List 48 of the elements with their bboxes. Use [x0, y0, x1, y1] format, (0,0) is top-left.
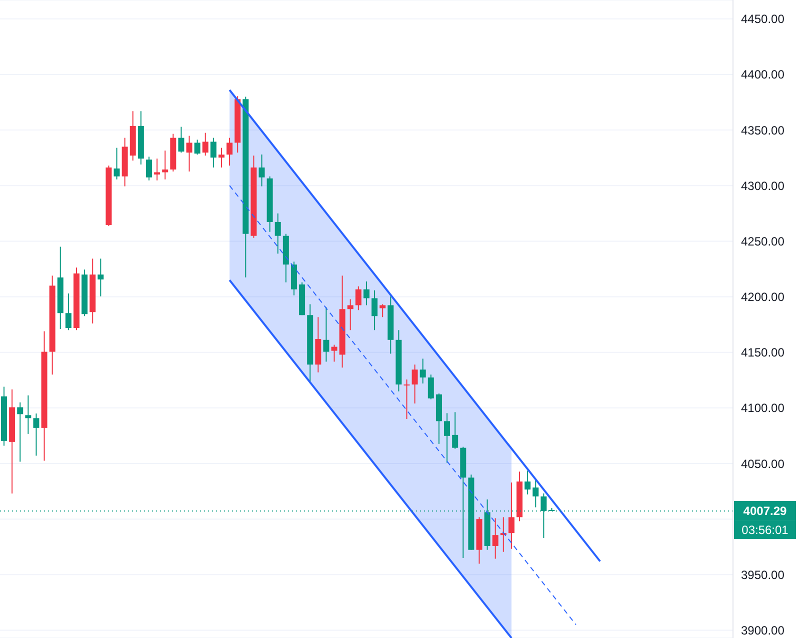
y-tick-label: 3950.00 [741, 568, 785, 582]
candlestick [380, 304, 386, 318]
y-tick-label: 3900.00 [741, 623, 785, 638]
y-tick-label: 4050.00 [741, 456, 785, 471]
y-tick-label: 4400.00 [741, 68, 785, 82]
candlestick [258, 154, 265, 187]
candlestick [274, 212, 281, 254]
candlestick [323, 306, 330, 362]
y-tick-label: 4350.00 [741, 123, 785, 138]
candlestick [452, 412, 458, 450]
candlestick [412, 364, 418, 404]
y-tick-label: 4250.00 [741, 234, 785, 248]
y-tick-label: 4200.00 [741, 290, 785, 304]
text: 03:56:01 [742, 522, 789, 537]
candlestick [33, 412, 40, 456]
candlestick [17, 402, 24, 462]
candlestick [347, 298, 354, 331]
candlestick [226, 137, 233, 166]
y-tick-label: 4300.00 [741, 178, 785, 193]
candlestick [444, 412, 450, 464]
candlestick [65, 292, 72, 331]
y-tick-label: 4150.00 [741, 346, 785, 360]
candlestick [355, 286, 362, 311]
candlestick [524, 470, 531, 495]
candlestick [532, 479, 539, 508]
candlestick [508, 482, 514, 550]
candlestick [372, 290, 378, 331]
candlestick [420, 358, 426, 384]
y-tick-label: 4450.00 [741, 12, 785, 26]
candlestick [202, 132, 208, 156]
candlestick [114, 147, 120, 180]
candlestick [194, 139, 200, 156]
candlestick [492, 518, 498, 560]
candlestick [146, 156, 152, 181]
candlestick [154, 158, 160, 181]
candlestick [218, 147, 224, 168]
candlestick [210, 137, 216, 168]
y-tick-label: 4100.00 [741, 401, 785, 416]
candlestick [98, 258, 104, 297]
candlestick [25, 394, 32, 434]
candlestick [331, 344, 338, 362]
candlestick [162, 150, 168, 180]
candlestick [186, 135, 192, 172]
candlestick [428, 374, 434, 400]
candlestick [404, 378, 410, 420]
candlestick [363, 280, 370, 306]
ref-line-label: 4007.29 [743, 504, 788, 518]
candlestick [178, 126, 184, 154]
